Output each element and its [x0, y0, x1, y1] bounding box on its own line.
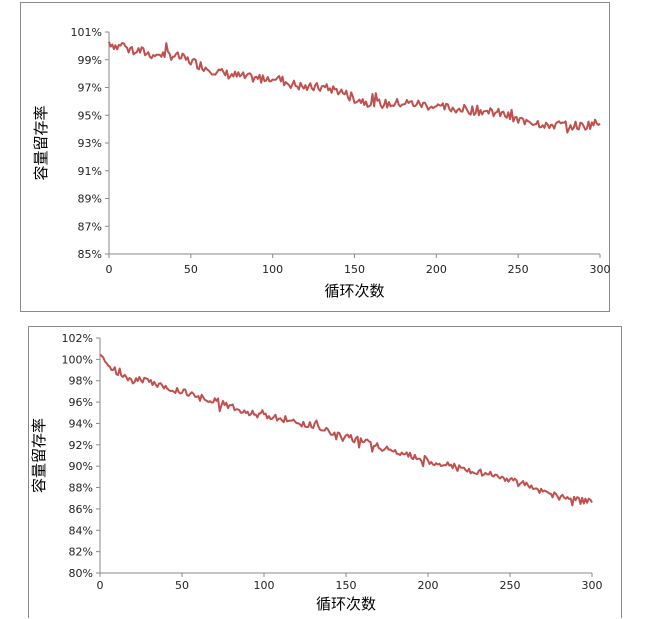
y-tick-label: 101%	[71, 26, 102, 39]
x-tick-label: 200	[418, 579, 439, 592]
y-tick-label: 100%	[62, 353, 93, 366]
y-tick-label: 99%	[78, 54, 102, 67]
chart-1-svg: 85% 87% 89% 91% 93% 95% 97% 99% 101% 0 50 100 150 200…	[32, 26, 611, 300]
x-tick-label: 0	[97, 579, 104, 592]
y-tick-label: 80%	[69, 567, 93, 580]
y-tick-label: 95%	[78, 109, 102, 122]
y-tick-label: 86%	[69, 503, 93, 516]
y-tick-label: 87%	[78, 220, 102, 233]
x-tick-label: 250	[500, 579, 521, 592]
x-tick-label: 300	[590, 263, 611, 276]
y-tick-label: 90%	[69, 460, 93, 473]
y-tick-label: 93%	[78, 137, 102, 150]
y-tick-label: 85%	[78, 248, 102, 261]
x-tick-label: 300	[582, 579, 603, 592]
series-line	[99, 353, 593, 507]
y-axis-label: 容量留存率	[32, 105, 50, 180]
x-axis-label: 循环次数	[316, 595, 376, 613]
y-tick-label: 92%	[69, 439, 93, 452]
y-tick-label: 97%	[78, 82, 102, 95]
x-tick-label: 0	[106, 263, 113, 276]
y-axis-label: 容量留存率	[30, 418, 48, 493]
x-tick-label: 150	[344, 263, 365, 276]
x-tick-label: 200	[426, 263, 447, 276]
y-tick-label: 98%	[69, 375, 93, 388]
y-tick-label: 94%	[69, 417, 93, 430]
y-tick-label: 84%	[69, 524, 93, 537]
chart-panel-2: 80% 82% 84% 86% 88% 90% 92% 94% 96% 98% 100% 102% 0 5…	[28, 326, 622, 618]
chart-2-svg: 80% 82% 84% 86% 88% 90% 92% 94% 96% 98% 100% 102% 0 5…	[30, 332, 603, 613]
series-line	[108, 41, 601, 134]
y-tick-label: 96%	[69, 396, 93, 409]
y-tick-label: 89%	[78, 193, 102, 206]
x-tick-label: 250	[508, 263, 529, 276]
x-tick-label: 50	[175, 579, 189, 592]
y-tick-label: 91%	[78, 165, 102, 178]
x-tick-label: 100	[262, 263, 283, 276]
x-axis-label: 循环次数	[324, 282, 384, 300]
x-tick-label: 50	[184, 263, 198, 276]
x-tick-label: 150	[336, 579, 357, 592]
y-tick-label: 102%	[62, 332, 93, 345]
chart-panel-1: 85% 87% 89% 91% 93% 95% 97% 99% 101% 0 50 100 150 200…	[20, 2, 611, 312]
x-tick-label: 100	[254, 579, 275, 592]
y-tick-label: 82%	[69, 546, 93, 559]
y-tick-label: 88%	[69, 482, 93, 495]
